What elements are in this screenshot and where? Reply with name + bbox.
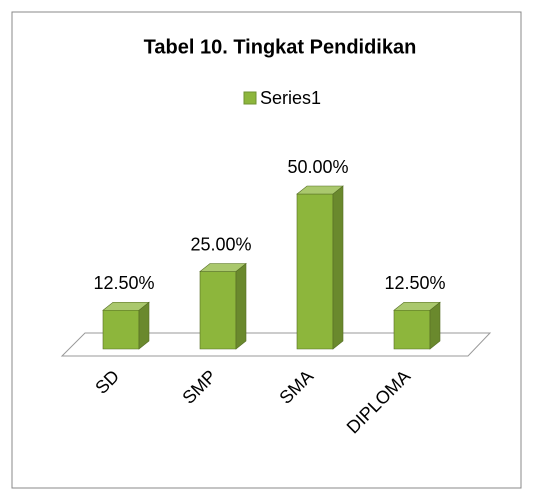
bar-front bbox=[296, 193, 334, 350]
bar bbox=[199, 262, 247, 350]
bar bbox=[296, 185, 344, 350]
bar-top bbox=[393, 301, 441, 311]
bar-front bbox=[102, 309, 140, 350]
legend-label: Series1 bbox=[260, 88, 321, 108]
bar-top bbox=[102, 301, 150, 311]
data-label: 25.00% bbox=[190, 234, 251, 254]
chart-frame bbox=[11, 11, 522, 489]
data-label: 12.50% bbox=[93, 273, 154, 293]
floor bbox=[60, 332, 492, 357]
bar-side bbox=[332, 185, 344, 350]
legend-swatch bbox=[243, 91, 257, 105]
bar-top bbox=[199, 263, 247, 272]
data-label: 12.50% bbox=[384, 273, 445, 293]
bar-top bbox=[296, 185, 344, 195]
bar bbox=[102, 301, 150, 350]
bar bbox=[393, 301, 441, 350]
bar-front bbox=[199, 271, 237, 350]
chart-title: Tabel 10. Tingkat Pendidikan bbox=[144, 36, 417, 58]
bar-side bbox=[235, 262, 247, 350]
bar-front bbox=[393, 309, 431, 350]
data-label: 50.00% bbox=[287, 157, 348, 177]
